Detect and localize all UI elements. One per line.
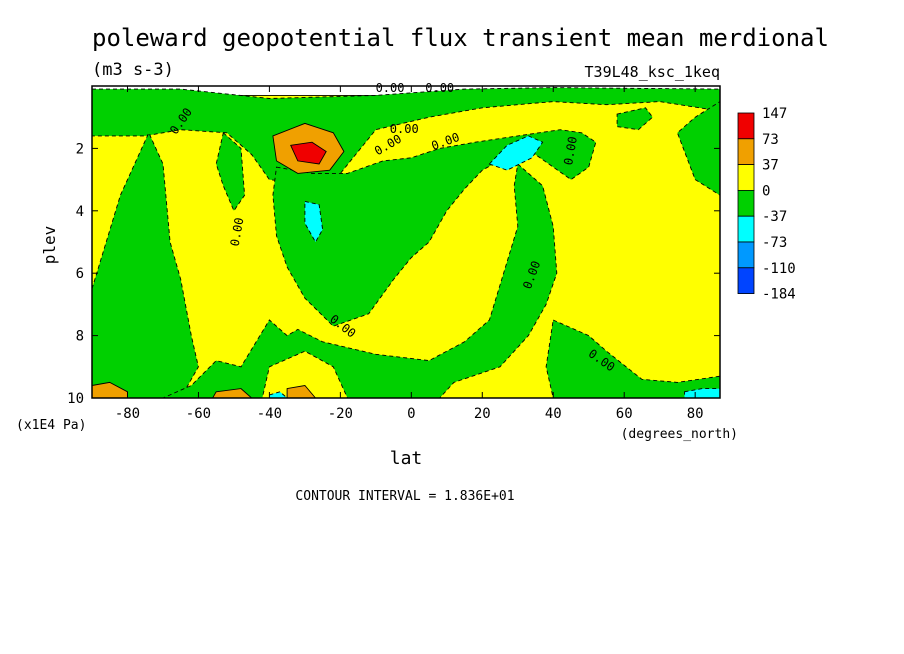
contour-region-16 (268, 391, 289, 399)
contour-region-5 (162, 163, 558, 399)
colorbar-swatch (737, 241, 755, 269)
y-axis-ticks: 2 4 6 8 10 (67, 141, 720, 407)
x-tick-label: 60 (616, 406, 633, 422)
colorbar-swatch (737, 215, 755, 243)
colorbar-label: 0 (762, 183, 770, 199)
colorbar-swatch (737, 164, 755, 191)
contour-region-8 (616, 107, 654, 131)
colorbar-swatch (737, 267, 755, 294)
contour-region-11 (304, 200, 324, 243)
y-tick-label: 6 (76, 266, 84, 282)
contour-fill-layer (91, 87, 721, 399)
colorbar-label: -110 (762, 261, 796, 277)
contour-interval: CONTOUR INTERVAL = 1.836E+01 (295, 489, 514, 504)
x-tick-label: 0 (407, 406, 415, 422)
colorbar-swatch (737, 112, 755, 140)
contour-region-3 (215, 131, 246, 212)
y-tick-label: 4 (76, 204, 84, 220)
chart-units: (m3 s-3) (92, 60, 174, 80)
x-axis-label: lat (390, 448, 423, 469)
contour-region-12 (488, 135, 544, 171)
x-tick-label: 40 (545, 406, 562, 422)
contour-label-6: 0.00 (425, 81, 454, 95)
colorbar-label: 37 (762, 158, 779, 174)
x-tick-label: -60 (186, 406, 211, 422)
contour-region-1 (91, 87, 721, 184)
colorbar-swatch (737, 189, 755, 217)
contour-label-10: 0.00 (390, 122, 419, 136)
x-axis-ticks: -80 -60 -40 -20 0 20 40 60 80 (115, 86, 704, 422)
contour-label-7: 0.00 (561, 135, 580, 166)
chart-title: poleward geopotential flux transient mea… (92, 24, 829, 52)
x-axis-units: (degrees_north) (621, 427, 738, 442)
colorbar-swatch (737, 138, 755, 166)
contour-region-4 (272, 129, 597, 327)
colorbar-label: 73 (762, 132, 779, 148)
x-tick-label: -80 (115, 406, 140, 422)
y-axis-label: plev (40, 226, 59, 265)
colorbar-label: -37 (762, 209, 787, 225)
y-axis-units: (x1E4 Pa) (16, 418, 86, 433)
plot-frame (91, 85, 721, 399)
y-tick-label: 10 (67, 391, 84, 407)
x-tick-label: -40 (257, 406, 282, 422)
colorbar: 147 73 37 0 -37 -73 -110 -184 (737, 106, 796, 303)
contour-region-6 (545, 319, 721, 399)
x-tick-label: 80 (687, 406, 704, 422)
y-tick-label: 8 (76, 329, 84, 345)
y-tick-label: 2 (76, 141, 84, 157)
contour-region-10 (290, 141, 327, 165)
contour-region-17 (684, 388, 721, 399)
colorbar-label: 147 (762, 106, 787, 122)
run-label: T39L48_ksc_1keq (585, 63, 720, 81)
contour-label-5: 0.00 (376, 81, 405, 95)
contour-label-1: 0.00 (228, 216, 247, 247)
x-tick-label: 20 (474, 406, 491, 422)
colorbar-label: -73 (762, 235, 787, 251)
colorbar-label: -184 (762, 287, 796, 303)
x-tick-label: -20 (328, 406, 353, 422)
